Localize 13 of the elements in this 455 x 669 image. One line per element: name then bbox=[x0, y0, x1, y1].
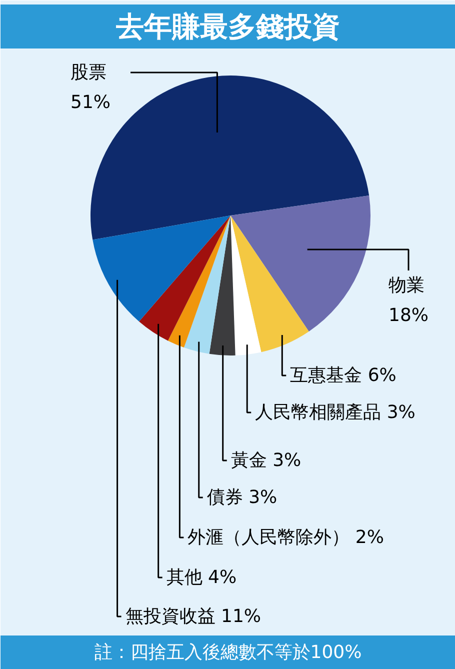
slice-label: 互惠基金 6% bbox=[290, 365, 396, 386]
slice-label: 物業 bbox=[388, 275, 424, 296]
text: 註：四捨五入後總數不等於100% bbox=[94, 642, 362, 663]
slice-label: 其他 4% bbox=[166, 567, 237, 588]
slice-label: 無投資收益 11% bbox=[125, 606, 262, 627]
data-label: 18% bbox=[388, 305, 429, 326]
slice-label: 債券 3% bbox=[206, 487, 278, 508]
data-label: 51% bbox=[70, 92, 111, 113]
slice-label: 股票 bbox=[70, 62, 106, 83]
slice-label: 人民幣相關產品 3% bbox=[255, 402, 416, 423]
chart-title: 去年賺最多錢投資 bbox=[115, 10, 340, 43]
slice-label: 外滙（人民幣除外） 2% bbox=[188, 527, 384, 548]
slice-label: 黃金 3% bbox=[230, 450, 302, 471]
